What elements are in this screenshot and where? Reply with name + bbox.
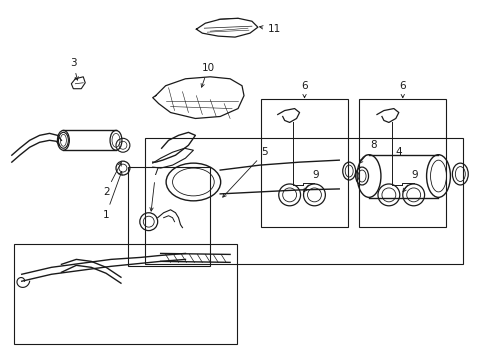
Text: 3: 3 (70, 58, 78, 80)
Text: 10: 10 (201, 63, 214, 87)
Text: 11: 11 (259, 24, 281, 34)
Text: 1: 1 (102, 172, 122, 220)
Bar (358, 99, 446, 227)
Text: 6: 6 (399, 81, 405, 98)
Text: 8: 8 (359, 140, 377, 163)
Bar (260, 99, 347, 227)
Bar (144, 138, 462, 264)
Text: 6: 6 (301, 81, 307, 98)
Text: 7: 7 (150, 167, 159, 211)
Text: 9: 9 (402, 170, 417, 192)
Text: 9: 9 (303, 170, 318, 192)
Bar (128, 167, 210, 266)
Bar (14, 244, 237, 344)
Text: 2: 2 (102, 162, 121, 197)
Text: 5: 5 (222, 147, 267, 197)
Text: 4: 4 (395, 147, 401, 157)
